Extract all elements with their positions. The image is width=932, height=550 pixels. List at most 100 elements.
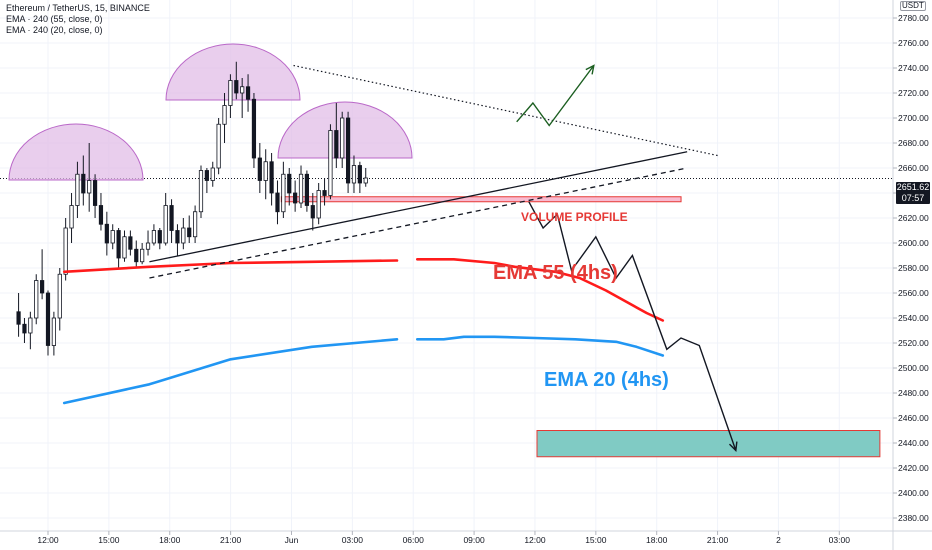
time-tick-label: 03:00	[829, 535, 851, 545]
price-tick-label: 2580.00	[898, 263, 929, 273]
bar-countdown: 07:57	[901, 193, 925, 203]
time-tick-label: 09:00	[463, 535, 485, 545]
left-shoulder-arc	[8, 123, 144, 181]
volume-profile-zone	[280, 196, 682, 203]
bullish-projection-arrowhead	[585, 64, 595, 75]
candle-body	[69, 205, 74, 229]
candle-body	[181, 227, 186, 244]
time-tick-label: 2	[776, 535, 781, 545]
candle-body	[87, 180, 92, 194]
candle-body	[51, 317, 56, 346]
candle-body	[245, 86, 251, 100]
price-tick-label: 2380.00	[898, 513, 929, 523]
price-tick-label: 2480.00	[898, 388, 929, 398]
currency-badge: USDT	[900, 1, 926, 11]
candle-body	[234, 80, 239, 94]
candle-body	[151, 230, 157, 244]
candle-body	[269, 161, 274, 194]
chart-legend: Ethereum / TetherUS, 15, BINANCE EMA · 2…	[6, 3, 150, 36]
price-tick-label: 2440.00	[898, 438, 929, 448]
ema55-line	[416, 258, 665, 322]
price-tick-label: 2500.00	[898, 363, 929, 373]
candle-body	[228, 80, 233, 106]
ema55-indicator-label[interactable]: EMA · 240 (55, close, 0)	[6, 14, 103, 24]
current-price-value: 2651.62	[896, 182, 930, 192]
price-tick-label: 2660.00	[898, 163, 929, 173]
candle-body	[45, 292, 51, 346]
candle-body	[334, 130, 339, 159]
candle-body	[240, 86, 245, 94]
candle-body	[357, 165, 362, 184]
ema55-annotation: EMA 55 (4hs)	[493, 262, 618, 284]
candle-body	[251, 98, 257, 159]
candle-body	[63, 227, 68, 275]
candle-body	[187, 227, 192, 238]
time-tick-label: 15:00	[585, 535, 607, 545]
candle-body	[351, 165, 357, 184]
trendline-solid	[149, 151, 688, 263]
candle-body	[92, 180, 98, 206]
candle-body	[169, 205, 174, 231]
current-price-tag: 2651.62 07:57	[896, 182, 930, 204]
candle-body	[322, 190, 327, 196]
time-tick-label: 18:00	[159, 535, 181, 545]
candle-body	[328, 130, 333, 196]
time-tick-label: 03:00	[342, 535, 364, 545]
ema20-indicator-label[interactable]: EMA · 240 (20, close, 0)	[6, 25, 103, 35]
trendline-dashed	[149, 167, 688, 279]
ema20-line	[62, 338, 399, 405]
candle-body	[157, 230, 162, 244]
candle-body	[81, 173, 86, 194]
price-tick-label: 2720.00	[898, 88, 929, 98]
candle-body	[116, 230, 121, 259]
head-arc	[165, 43, 301, 101]
price-tick-label: 2760.00	[898, 38, 929, 48]
candle-body	[298, 173, 304, 204]
candle-body	[216, 123, 221, 169]
symbol-title[interactable]: Ethereum / TetherUS, 15, BINANCE	[6, 3, 150, 13]
time-tick-label: Jun	[285, 535, 299, 545]
candle-body	[210, 167, 215, 181]
candle-body	[22, 323, 27, 334]
candle-body	[293, 192, 298, 204]
candle-body	[281, 173, 286, 213]
price-tick-label: 2600.00	[898, 238, 929, 248]
candle-body	[198, 170, 204, 213]
candle-body	[316, 190, 321, 219]
ema20-line	[416, 335, 665, 357]
target-zone	[536, 430, 881, 458]
price-tick-label: 2400.00	[898, 488, 929, 498]
right-shoulder-arc	[277, 101, 413, 159]
candle-body	[163, 205, 168, 244]
candle-body	[287, 173, 292, 194]
candle-body	[145, 242, 151, 250]
bearish-projection	[528, 201, 737, 451]
candle-body	[28, 317, 33, 334]
candle-body	[310, 205, 315, 219]
bearish-projection-arrowhead	[728, 441, 738, 453]
candle-body	[57, 273, 62, 319]
candle-body	[340, 117, 345, 159]
volume-profile-label: VOLUME PROFILE	[521, 210, 628, 224]
price-tick-label: 2560.00	[898, 288, 929, 298]
candle-body	[193, 211, 198, 238]
time-tick-label: 12:00	[524, 535, 546, 545]
bullish-projection	[516, 65, 595, 127]
price-tick-label: 2460.00	[898, 413, 929, 423]
ema55-line	[62, 259, 399, 274]
price-tick-label: 2680.00	[898, 138, 929, 148]
candle-body	[98, 205, 104, 225]
time-tick-label: 18:00	[646, 535, 668, 545]
candle-body	[140, 248, 145, 263]
candle-body	[134, 248, 139, 263]
price-tick-label: 2620.00	[898, 213, 929, 223]
candle-body	[204, 170, 209, 181]
candle-body	[122, 236, 127, 259]
candle-body	[304, 173, 310, 206]
candle-body	[263, 161, 268, 181]
time-tick-label: 21:00	[220, 535, 242, 545]
price-tick-label: 2740.00	[898, 63, 929, 73]
candle-body	[363, 177, 368, 184]
